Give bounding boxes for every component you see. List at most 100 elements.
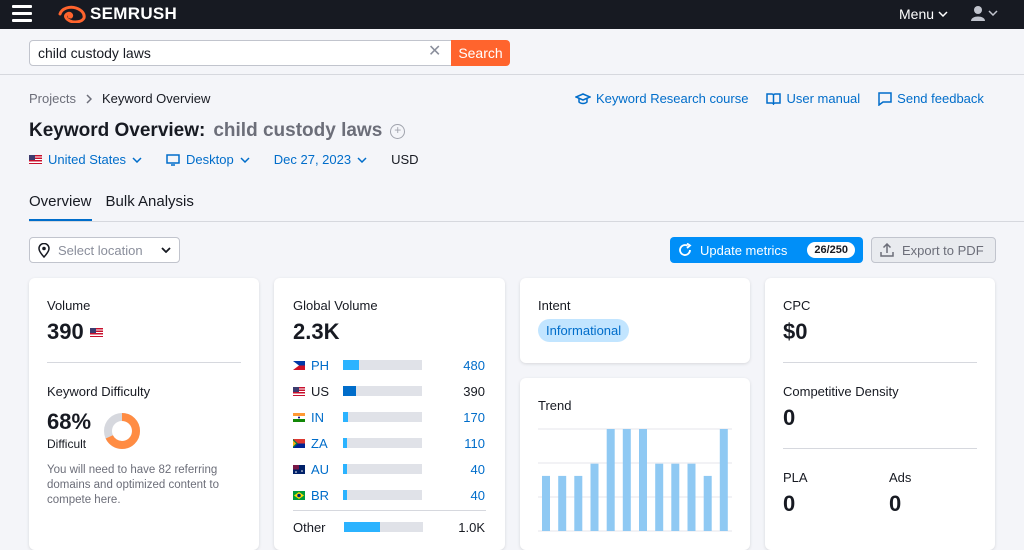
trend-bar[interactable] bbox=[671, 463, 680, 531]
country-volume-bar bbox=[343, 490, 422, 500]
trend-bar[interactable] bbox=[703, 475, 712, 531]
card-divider bbox=[293, 510, 486, 511]
device-selector[interactable]: Desktop bbox=[166, 152, 250, 167]
semrush-logo[interactable]: SEMRUSH bbox=[58, 4, 177, 24]
intent-label: Intent bbox=[538, 298, 571, 313]
country-volume-value: 480 bbox=[463, 357, 485, 373]
volume-label: Volume bbox=[47, 298, 91, 313]
chevron-down-icon bbox=[132, 156, 142, 163]
trend-bar[interactable] bbox=[542, 475, 550, 531]
country-volume-bar-fill bbox=[343, 360, 359, 370]
search-button[interactable]: Search bbox=[451, 40, 510, 66]
us-flag-icon bbox=[89, 327, 103, 337]
filters-row: United States Desktop Dec 27, 2023 USD bbox=[29, 152, 419, 167]
location-pin-icon bbox=[38, 242, 50, 258]
breadcrumb-projects[interactable]: Projects bbox=[29, 91, 76, 106]
user-menu-button[interactable] bbox=[971, 5, 998, 21]
brand-name: SEMRUSH bbox=[90, 4, 178, 23]
brazil-flag-icon bbox=[293, 490, 305, 500]
country-row-ph[interactable]: PH 480 bbox=[293, 357, 485, 373]
book-icon bbox=[766, 93, 782, 105]
other-volume-value: 1.0K bbox=[458, 519, 485, 535]
export-upload-icon bbox=[880, 243, 894, 257]
user-manual-link[interactable]: User manual bbox=[766, 91, 860, 106]
page-title-label: Keyword Overview: bbox=[29, 120, 206, 141]
competitive-density-label: Competitive Density bbox=[783, 384, 899, 399]
country-volume-value: 40 bbox=[470, 487, 485, 503]
volume-card: Volume 390 Keyword Difficulty 68% Diffic… bbox=[29, 278, 259, 550]
hamburger-menu-icon[interactable] bbox=[12, 5, 32, 23]
trend-chart bbox=[538, 428, 732, 532]
update-metrics-button[interactable]: Update metrics 26/250 bbox=[670, 237, 863, 263]
trend-bar[interactable] bbox=[622, 429, 631, 531]
trend-bar[interactable] bbox=[639, 429, 647, 531]
keyword-search-input[interactable]: child custody laws bbox=[29, 40, 453, 66]
update-metrics-count-badge: 26/250 bbox=[807, 242, 855, 258]
country-volume-bar-fill bbox=[343, 464, 347, 474]
competitive-density-value: 0 bbox=[783, 405, 796, 430]
send-feedback-link[interactable]: Send feedback bbox=[878, 91, 984, 106]
trend-bar[interactable] bbox=[655, 463, 664, 531]
manual-link-label: User manual bbox=[786, 91, 861, 106]
country-code: PH bbox=[311, 357, 330, 373]
card-divider bbox=[783, 448, 977, 449]
tab-overview[interactable]: Overview bbox=[29, 193, 92, 221]
keyword-difficulty-level: Difficult bbox=[47, 437, 87, 451]
country-volume-bar-fill bbox=[343, 490, 347, 500]
global-volume-card: Global Volume 2.3K PH 480 US 390 IN 170 … bbox=[274, 278, 505, 550]
country-volume-value: 40 bbox=[470, 461, 485, 477]
date-selector[interactable]: Dec 27, 2023 bbox=[274, 152, 367, 167]
ads-value: 0 bbox=[889, 491, 902, 516]
australia-flag-icon bbox=[293, 464, 305, 474]
tab-bulk-analysis[interactable]: Bulk Analysis bbox=[105, 193, 194, 210]
menu-label: Menu bbox=[899, 6, 935, 22]
breadcrumb: Projects Keyword Overview bbox=[29, 91, 210, 106]
philippines-flag-icon bbox=[293, 360, 305, 370]
keyword-difficulty-arc bbox=[104, 413, 140, 449]
clear-search-icon[interactable]: ✕ bbox=[428, 43, 442, 60]
graduation-cap-icon bbox=[575, 92, 591, 104]
date-label: Dec 27, 2023 bbox=[273, 152, 352, 167]
keyword-difficulty-note: You will need to have 82 referring domai… bbox=[47, 464, 219, 506]
country-row-us[interactable]: US 390 bbox=[293, 383, 485, 399]
intent-badge[interactable]: Informational bbox=[538, 319, 630, 342]
country-volume-value: 390 bbox=[463, 383, 485, 399]
top-menu-button[interactable]: Menu bbox=[899, 6, 948, 22]
keyword-difficulty-donut bbox=[104, 413, 140, 449]
country-row-in[interactable]: IN 170 bbox=[293, 409, 485, 425]
trend-bar[interactable] bbox=[719, 429, 728, 531]
keyword-research-course-link[interactable]: Keyword Research course bbox=[575, 91, 748, 106]
global-volume-value: 2.3K bbox=[293, 319, 340, 344]
pla-label: PLA bbox=[783, 470, 808, 485]
user-icon bbox=[971, 6, 985, 21]
country-volume-value: 110 bbox=[464, 435, 485, 451]
trend-bar[interactable] bbox=[606, 429, 615, 531]
chevron-down-icon bbox=[938, 11, 948, 17]
global-volume-label: Global Volume bbox=[293, 298, 378, 313]
country-code: AU bbox=[311, 461, 330, 477]
country-row-other: Other 1.0K bbox=[293, 519, 485, 535]
trend-bar[interactable] bbox=[590, 463, 599, 531]
keyword-difficulty-value: 68% bbox=[47, 409, 92, 434]
chevron-down-icon bbox=[161, 247, 171, 253]
country-volume-bar bbox=[343, 464, 422, 474]
update-metrics-label: Update metrics bbox=[700, 242, 788, 258]
other-volume-bar bbox=[344, 522, 423, 532]
trend-bar[interactable] bbox=[574, 475, 583, 531]
country-row-za[interactable]: ZA 110 bbox=[293, 435, 485, 451]
export-pdf-button[interactable]: Export to PDF bbox=[871, 237, 996, 263]
country-volume-value: 170 bbox=[463, 409, 485, 425]
export-pdf-label: Export to PDF bbox=[902, 242, 984, 258]
country-code: IN bbox=[311, 409, 324, 425]
chevron-down-icon bbox=[988, 10, 998, 16]
course-link-label: Keyword Research course bbox=[596, 91, 749, 106]
keyword-difficulty-label: Keyword Difficulty bbox=[47, 384, 151, 399]
location-select[interactable]: Select location bbox=[29, 237, 180, 263]
add-keyword-icon[interactable]: + bbox=[390, 123, 406, 139]
device-label: Desktop bbox=[186, 152, 234, 167]
trend-bar[interactable] bbox=[687, 463, 696, 531]
country-row-br[interactable]: BR 40 bbox=[293, 487, 485, 503]
trend-bar[interactable] bbox=[558, 475, 567, 531]
country-row-au[interactable]: AU 40 bbox=[293, 461, 485, 477]
country-selector[interactable]: United States bbox=[29, 152, 142, 167]
